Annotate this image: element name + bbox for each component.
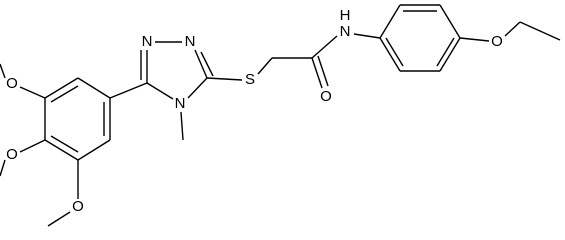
- bonds: [0, 4, 561, 227]
- atom-label: N: [185, 33, 196, 50]
- atom-label: N: [175, 95, 186, 112]
- atom-label: S: [245, 71, 255, 88]
- atom-label: O: [491, 33, 503, 50]
- atom-label: N: [142, 33, 153, 50]
- atom-label: H: [340, 7, 351, 24]
- atom-label: N: [340, 23, 351, 40]
- atom-labels: N N N S O N H O O O O: [6, 7, 503, 215]
- molecule-diagram: N N N S O N H O O O O: [0, 4, 561, 227]
- atom-label: O: [320, 88, 332, 105]
- atom-label: O: [6, 146, 18, 163]
- atom-label: O: [72, 198, 84, 215]
- atom-label: O: [6, 75, 18, 92]
